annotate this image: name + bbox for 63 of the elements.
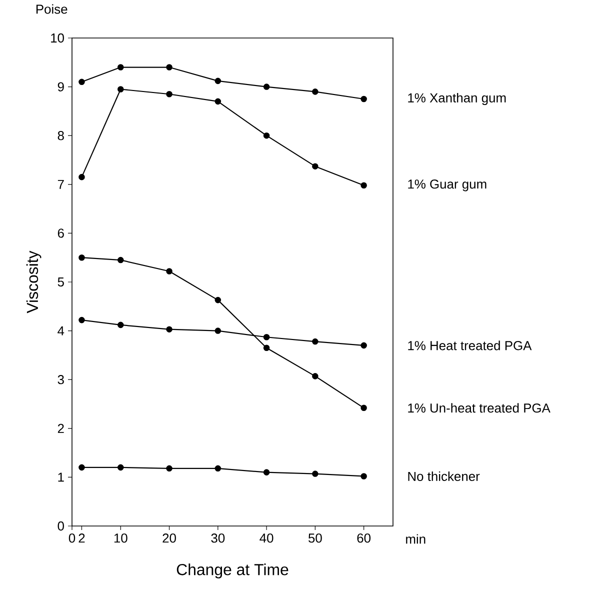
point: [78, 78, 85, 86]
y-tick-label: 3: [58, 375, 64, 384]
x-tick-label: 40: [260, 534, 274, 543]
x-tick-label: 60: [357, 534, 371, 543]
point: [117, 86, 124, 92]
point: [360, 473, 367, 480]
point: [360, 182, 367, 189]
point: [166, 90, 172, 98]
x-tick-label: 10: [114, 534, 128, 543]
x-tick-label: 0: [68, 534, 76, 543]
point: [312, 88, 318, 95]
y-tick-label: 8: [58, 131, 64, 140]
point: [360, 342, 367, 349]
point: [166, 64, 172, 70]
point: [360, 404, 367, 412]
y-axis-title: Viscosity: [26, 250, 42, 314]
point: [214, 465, 222, 472]
point: [117, 464, 124, 471]
point: [214, 98, 222, 105]
text: 1% Guar gum: [408, 180, 486, 192]
point: [312, 338, 318, 345]
point: [117, 322, 124, 328]
point: [360, 96, 367, 102]
y-tick-label: 9: [58, 82, 64, 92]
text: Poise: [36, 4, 68, 14]
text: 1% Heat treated PGA: [408, 340, 532, 350]
point: [263, 469, 270, 476]
y-tick-label: 4: [58, 326, 64, 336]
point: [78, 316, 85, 324]
point: [117, 256, 124, 264]
text: No thickener: [408, 471, 480, 481]
text: 1% Xanthan gum: [408, 92, 506, 106]
point: [263, 344, 270, 352]
text: min: [406, 534, 426, 544]
x-tick-label: 50: [308, 534, 322, 543]
y-tick-label: 7: [58, 180, 64, 189]
x-axis-title: Change at Time: [176, 564, 288, 578]
point: [117, 64, 124, 70]
y-tick-label: 5: [58, 277, 64, 287]
point: [263, 334, 270, 340]
point: [78, 174, 85, 180]
point: [312, 163, 318, 170]
point: [263, 84, 270, 90]
point: [214, 296, 222, 304]
y-tick-label: 2: [58, 424, 64, 433]
point: [214, 328, 222, 334]
y-tick-label: 1: [58, 472, 64, 482]
y-tick-label: 0: [58, 521, 64, 531]
x-tick-label: 20: [162, 534, 176, 543]
point: [78, 254, 85, 261]
y-tick-label: 6: [58, 228, 64, 238]
point: [166, 465, 172, 472]
point: [312, 470, 318, 477]
x-tick-label: 30: [211, 534, 225, 543]
point: [214, 78, 222, 84]
y-tick-label: 10: [51, 33, 64, 43]
point: [312, 373, 318, 380]
point: [166, 268, 172, 274]
text: 1% Un-heat treated PGA: [408, 403, 550, 413]
point: [166, 326, 172, 332]
point: [78, 464, 85, 471]
point: [263, 132, 270, 139]
x-tick-label: 2: [78, 534, 85, 543]
